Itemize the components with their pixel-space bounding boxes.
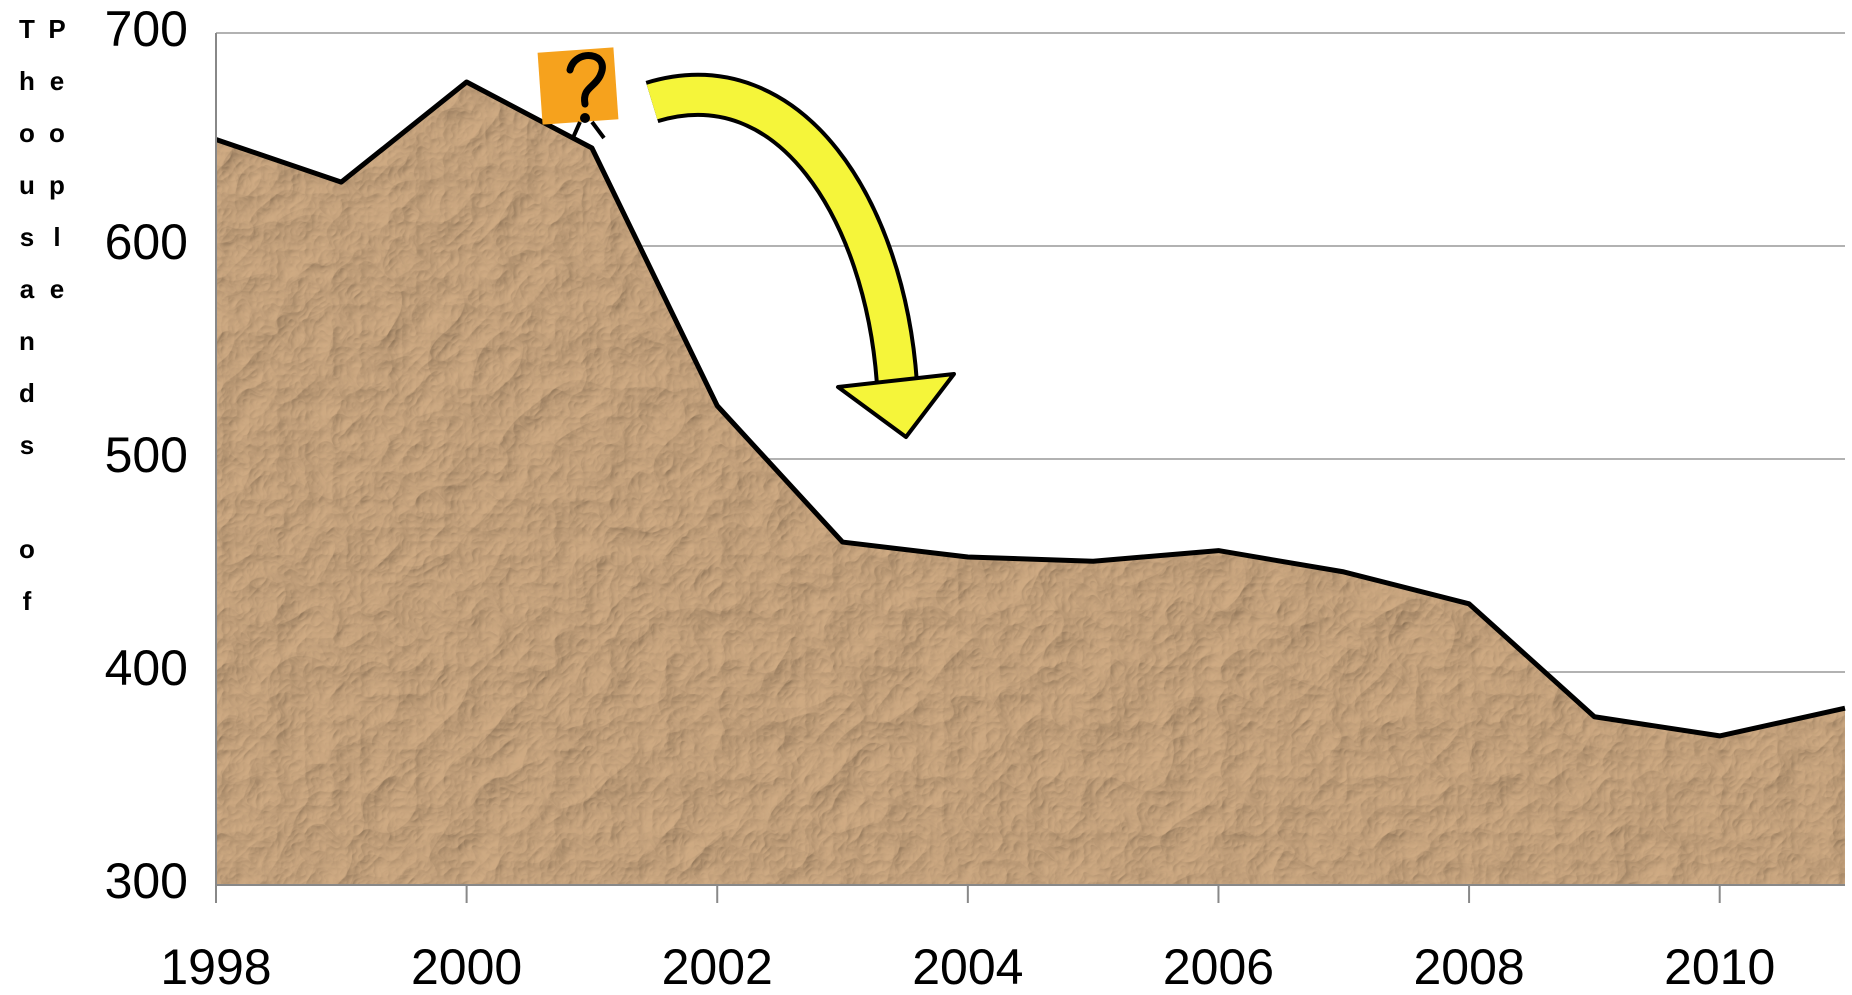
x-tick-label: 2006 (1163, 939, 1274, 995)
y-tick-label: 300 (105, 853, 188, 909)
y-axis-label: Thousands of People (12, 14, 42, 995)
x-tick-label: 1998 (160, 939, 271, 995)
chart: 300 400 500 600 700 1998 2000 2002 2004 2006 2008 2… (0, 0, 1852, 995)
x-tick-label: 2000 (411, 939, 522, 995)
x-tick-label: 2008 (1413, 939, 1524, 995)
y-tick-label: 700 (105, 1, 188, 57)
x-tick-label: 2010 (1664, 939, 1775, 995)
x-tick-label: 2004 (912, 939, 1023, 995)
x-tick-label: 2002 (662, 939, 773, 995)
page: {"chart_data": {"type": "area", "y_label… (0, 0, 1852, 995)
y-tick-label: 400 (105, 640, 188, 696)
area-texture (216, 82, 1845, 885)
y-tick-label: 500 (105, 427, 188, 483)
y-tick-label: 600 (105, 214, 188, 270)
